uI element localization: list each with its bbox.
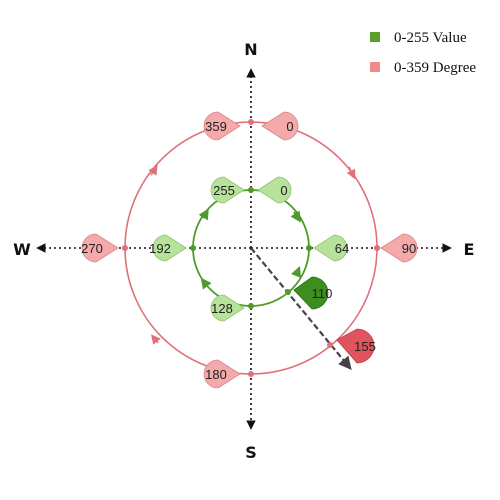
svg-text:192: 192 xyxy=(149,241,171,256)
highlight-pointer-line xyxy=(250,247,352,371)
pin-outer-359: 359 xyxy=(203,111,241,141)
svg-text:90: 90 xyxy=(402,241,416,256)
compass-west-label: W xyxy=(13,240,31,259)
svg-text:255: 255 xyxy=(213,183,235,198)
ring-dots xyxy=(122,119,380,377)
outer-ring-arrow xyxy=(151,334,161,345)
pin-inner-highlight-110: 110 xyxy=(293,276,333,310)
outer-ring-arrow xyxy=(346,166,356,180)
pin-inner-255: 255 xyxy=(210,176,245,204)
pin-outer-0: 0 xyxy=(261,111,299,141)
legend-label-degree: 0-359 Degree xyxy=(394,60,476,76)
svg-text:128: 128 xyxy=(211,301,233,316)
pin-inner-128: 128 xyxy=(210,294,245,322)
pin-outer-highlight-155: 155 xyxy=(336,328,376,364)
legend: 0-255 Value 0-359 Degree xyxy=(370,30,476,76)
compass-east-label: E xyxy=(464,240,475,259)
pin-outer-90: 90 xyxy=(380,233,418,263)
legend-label-value: 0-255 Value xyxy=(394,30,467,46)
pin-outer-270: 270 xyxy=(81,233,119,263)
svg-text:64: 64 xyxy=(335,241,349,256)
svg-text:270: 270 xyxy=(81,241,103,256)
svg-text:359: 359 xyxy=(205,119,227,134)
svg-text:0: 0 xyxy=(286,119,293,134)
pin-inner-0: 0 xyxy=(257,176,292,204)
compass-north-label: N xyxy=(244,40,257,59)
pin-inner-192: 192 xyxy=(149,234,187,262)
svg-text:180: 180 xyxy=(205,367,227,382)
inner-ring-arrow xyxy=(200,277,212,290)
pin-outer-180: 180 xyxy=(203,359,241,389)
legend-swatch-value xyxy=(370,32,380,42)
inner-ring-arrow xyxy=(290,265,302,279)
svg-text:0: 0 xyxy=(280,183,287,198)
legend-swatch-degree xyxy=(370,62,380,72)
svg-text:110: 110 xyxy=(312,286,333,301)
inner-ring-arrow xyxy=(198,208,209,221)
svg-text:155: 155 xyxy=(354,339,376,354)
outer-ring-arrow xyxy=(148,165,158,176)
pin-inner-64: 64 xyxy=(313,234,349,262)
inner-ring-arrow xyxy=(290,210,301,223)
compass-south-label: S xyxy=(245,443,257,462)
